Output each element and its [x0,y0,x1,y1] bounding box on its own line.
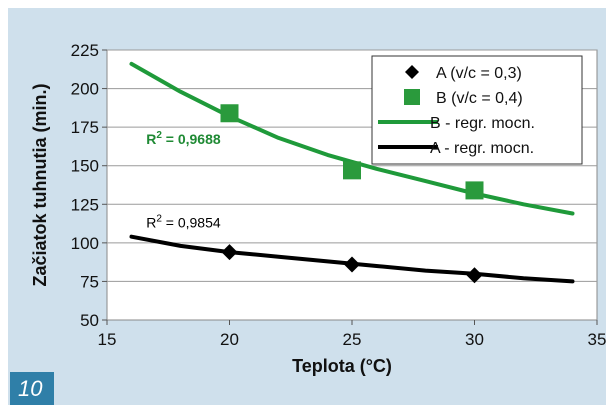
r2-symbol: R [146,214,156,230]
x-tick-label: 30 [465,330,484,349]
r2-superscript: 2 [156,130,162,141]
legend-label: A (v/c = 0,3) [436,65,522,82]
data-point-b [465,181,484,200]
figure-number-badge: 10 [10,372,54,405]
data-point-b [343,161,361,180]
y-tick-label: 200 [71,80,99,99]
y-tick-label: 75 [80,272,99,291]
data-point-b [220,104,239,123]
y-tick-label: 50 [80,311,99,330]
legend-label: B (v/c = 0,4) [436,90,523,107]
r2-annotation: R2 = 0,9688 [146,130,221,147]
x-axis-title: Teplota (°C) [292,356,392,376]
y-tick-label: 150 [71,157,99,176]
r2-value: = 0,9854 [162,214,221,230]
legend-marker-square [404,89,420,105]
data-point-a [221,244,238,261]
data-point-a [466,267,483,284]
data-point-a [344,256,360,273]
r2-annotation: R2 = 0,9854 [146,213,221,230]
x-tick-label: 20 [220,330,239,349]
x-tick-label: 15 [98,330,117,349]
y-tick-label: 125 [71,195,99,214]
r2-value: = 0,9688 [162,131,221,147]
legend-label: A - regr. mocn. [430,140,534,157]
y-tick-label: 175 [71,118,99,137]
r2-symbol: R [146,131,156,147]
r2-superscript: 2 [156,213,162,224]
x-tick-label: 35 [588,330,607,349]
y-tick-label: 225 [71,41,99,60]
legend-label: B - regr. mocn. [430,115,535,132]
y-axis-title: Začiatok tuhnutia (min.) [30,83,50,286]
x-tick-label: 25 [343,330,362,349]
legend-marker-diamond [405,65,419,79]
y-tick-label: 100 [71,234,99,253]
